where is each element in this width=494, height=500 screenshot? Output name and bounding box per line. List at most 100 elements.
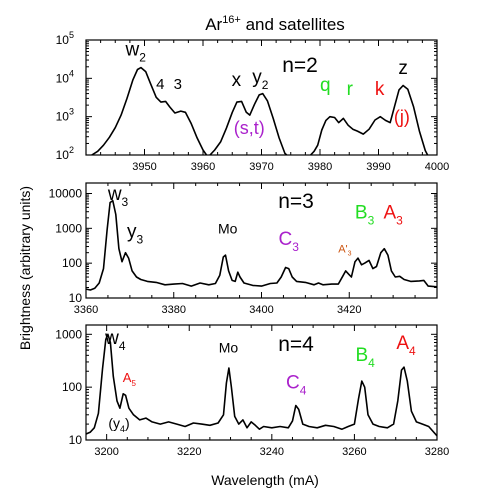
y-tick-base: 10 xyxy=(56,148,70,162)
annotation-text: A xyxy=(123,370,132,385)
x-tick-label: 3200 xyxy=(94,446,118,458)
x-tick-label: 3400 xyxy=(249,304,273,316)
annotation-text: w xyxy=(104,328,119,349)
panel-label: n=4 xyxy=(278,333,314,356)
annotation-text: (y xyxy=(108,415,120,431)
annotation-text: k xyxy=(375,79,385,100)
y-tick-label: 105 xyxy=(56,30,74,47)
annotation-text: 4 xyxy=(156,76,164,93)
annotation-text: C xyxy=(286,372,300,393)
annotation-text: r xyxy=(347,79,354,100)
annotation-subscript: 4 xyxy=(119,339,126,353)
annotation-text: B xyxy=(355,345,368,366)
annotation-text: w xyxy=(107,184,122,205)
line-annotation: Mo xyxy=(219,340,239,356)
annotation-text: A xyxy=(396,333,409,354)
x-tick-label: 4000 xyxy=(425,161,449,173)
annotation-text: B xyxy=(355,203,368,224)
annotation-subscript: 3 xyxy=(292,240,299,254)
line-annotation: A4 xyxy=(396,333,416,358)
annotation-text: (j) xyxy=(394,107,410,127)
x-tick-label: 3960 xyxy=(191,161,215,173)
spectrum-line xyxy=(86,333,437,437)
y-axis-label: Brightness (arbitrary units) xyxy=(17,186,33,350)
x-tick-label: 3240 xyxy=(260,446,284,458)
annotation-text: y xyxy=(252,67,262,88)
spectrum-line xyxy=(91,66,208,155)
x-tick-label: 3970 xyxy=(249,161,273,173)
x-tick-label: 3980 xyxy=(308,161,332,173)
x-tick-label: 3420 xyxy=(337,304,361,316)
y-tick-base: 1000 xyxy=(55,221,82,235)
figure-title: Ar16+ and satellites xyxy=(205,14,345,34)
y-tick-label: 10 xyxy=(69,433,83,447)
y-tick-label: 100 xyxy=(62,380,82,394)
annotation-text: (s,t) xyxy=(234,118,265,138)
annotation-close: ) xyxy=(125,415,130,431)
annotation-text: A xyxy=(383,203,396,224)
panels: 3950 3960 3970 3980 3990 4000102103104105n=2w… xyxy=(49,30,450,458)
y-tick-base: 10 xyxy=(56,33,70,47)
annotation-subscript: 4 xyxy=(120,424,125,434)
x-axis-label: Wavelength (mA) xyxy=(211,472,319,488)
y-tick-base: 10 xyxy=(69,291,83,305)
annotation-subscript: 4 xyxy=(368,356,375,370)
annotation-subscript: 2 xyxy=(262,78,269,92)
y-tick-base: 10 xyxy=(56,110,70,124)
y-tick-label: 10000 xyxy=(49,186,83,200)
y-tick-base: 10 xyxy=(69,433,83,447)
y-tick-base: 1000 xyxy=(55,327,82,341)
line-annotation: A'3 xyxy=(338,244,351,258)
line-annotation: w3 xyxy=(107,184,129,209)
line-annotation: A3 xyxy=(383,203,403,228)
y-tick-base: 10000 xyxy=(49,186,83,200)
x-tick-label: 3380 xyxy=(162,304,186,316)
panel-label: n=3 xyxy=(278,190,314,213)
y-tick-label: 1000 xyxy=(55,327,82,341)
annotation-subscript: 3 xyxy=(122,195,129,209)
y-tick-label: 103 xyxy=(56,107,74,124)
line-annotation: (y4) xyxy=(108,415,129,434)
y-tick-exponent: 2 xyxy=(69,145,74,155)
line-annotation: w2 xyxy=(125,39,147,64)
y-tick-label: 10 xyxy=(69,291,83,305)
annotation-text: y xyxy=(127,221,137,242)
line-annotation: A5 xyxy=(123,370,137,388)
y-tick-base: 100 xyxy=(62,256,82,270)
spectrum-line xyxy=(209,92,288,155)
panel-label: n=2 xyxy=(282,54,318,77)
line-annotation: B3 xyxy=(355,203,375,228)
annotation-subscript: 5 xyxy=(131,379,136,388)
x-tick-label: 3280 xyxy=(425,446,449,458)
annotation-text: 3 xyxy=(174,76,182,93)
line-annotation: (j) xyxy=(394,107,410,127)
y-tick-exponent: 4 xyxy=(69,68,74,78)
y-tick-base: 10 xyxy=(56,71,70,85)
annotation-subscript: 4 xyxy=(300,383,307,397)
line-annotation: (s,t) xyxy=(234,118,265,138)
line-annotation: x xyxy=(232,70,242,91)
annotation-text: q xyxy=(320,75,331,96)
annotation-subscript: 3 xyxy=(348,251,352,258)
line-annotation: k xyxy=(375,79,385,100)
annotation-text: A' xyxy=(338,244,347,256)
line-annotation: C4 xyxy=(286,372,307,397)
annotation-text: Mo xyxy=(219,340,239,356)
y-tick-label: 104 xyxy=(56,68,74,85)
line-annotation: y3 xyxy=(127,221,144,246)
annotation-subscript: 3 xyxy=(368,214,375,228)
y-tick-label: 100 xyxy=(62,256,82,270)
annotation-text: w xyxy=(125,39,140,60)
y-tick-exponent: 5 xyxy=(69,30,74,40)
x-tick-label: 3990 xyxy=(366,161,390,173)
annotation-subscript: 2 xyxy=(139,50,146,64)
annotation-text: x xyxy=(232,70,242,91)
line-annotation: z xyxy=(398,58,408,79)
spectrum-line xyxy=(86,199,437,291)
x-tick-label: 3260 xyxy=(342,446,366,458)
line-annotation: 3 xyxy=(174,76,182,93)
x-tick-label: 3220 xyxy=(177,446,201,458)
line-annotation: y2 xyxy=(252,67,269,92)
spectrum-line xyxy=(310,84,429,155)
